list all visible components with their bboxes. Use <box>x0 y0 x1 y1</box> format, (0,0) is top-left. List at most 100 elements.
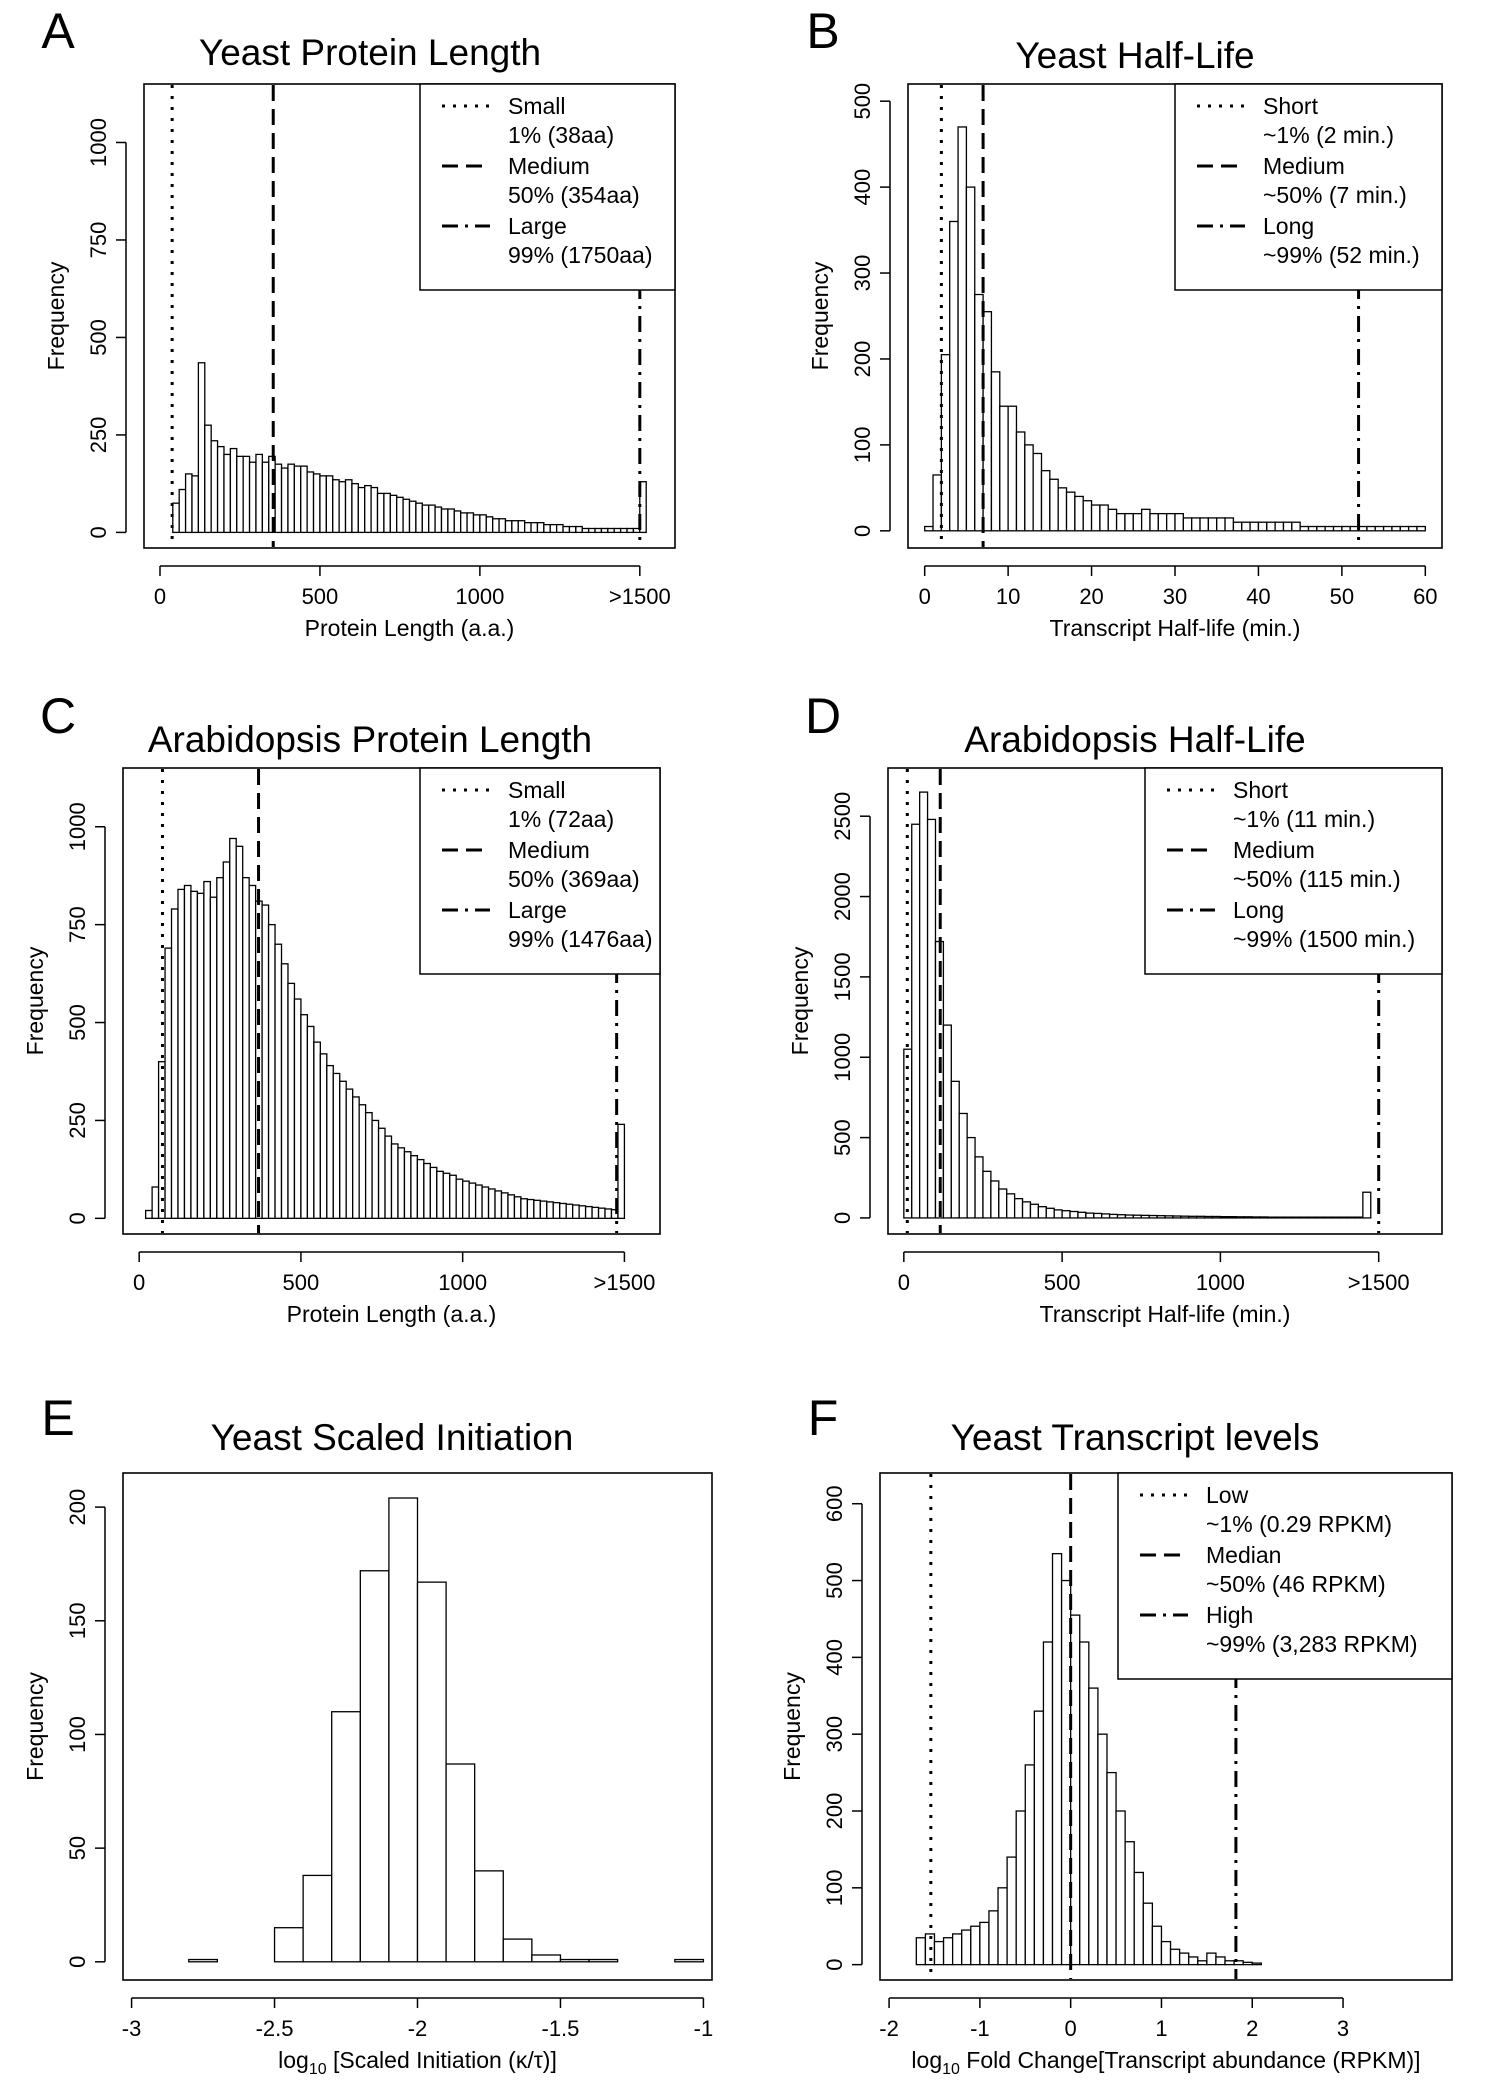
y-axis-label: Frequency <box>43 261 69 370</box>
histogram-bar <box>587 527 596 534</box>
histogram-bar <box>1307 525 1318 532</box>
histogram-bar <box>613 527 622 534</box>
histogram-bar <box>597 1207 606 1219</box>
histogram-bar <box>345 1088 354 1219</box>
panel-f: F Yeast Transcript levels -2 -1 0 1 2 3 0 100 200 3… <box>779 1390 1453 2078</box>
histogram-bar <box>581 527 590 534</box>
legend-name: High <box>1206 1602 1253 1628</box>
histogram-bar <box>507 1194 516 1219</box>
histogram-bar <box>1021 1201 1032 1219</box>
x-tick-label: 0 <box>919 584 931 609</box>
y-axis-label: Frequency <box>807 261 833 370</box>
y-axis-label: Frequency <box>22 1672 48 1781</box>
histogram-bar <box>1188 1956 1199 1966</box>
y-axis-label: Frequency <box>779 1672 805 1781</box>
histogram-bar <box>1006 1193 1016 1219</box>
x-axis-label: Protein Length (a.a.) <box>287 1301 497 1327</box>
histogram-bar <box>462 1180 470 1219</box>
histogram-bar <box>261 904 270 1219</box>
x-tick-label: 500 <box>283 1270 320 1295</box>
histogram-bar <box>915 1937 927 1966</box>
x-tick-label: 0 <box>154 584 166 609</box>
legend-detail: ~1% (0.29 RPKM) <box>1206 1511 1392 1537</box>
histogram-bar <box>1224 1960 1235 1966</box>
histogram-bar <box>524 522 532 534</box>
histogram-bar <box>300 465 308 534</box>
histogram-bar <box>396 496 404 534</box>
histogram-bar <box>183 884 192 1219</box>
histogram-bar <box>500 1192 509 1219</box>
x-tick-label: 50 <box>1330 584 1354 609</box>
histogram-bar <box>588 1958 619 1963</box>
histogram-bar <box>415 502 423 534</box>
legend-box <box>1174 83 1443 291</box>
histogram-bar <box>957 126 968 532</box>
histogram-bar <box>1057 487 1068 532</box>
histogram-bar <box>1124 1214 1134 1219</box>
histogram-bar <box>410 1155 419 1219</box>
histogram-bar <box>319 1053 328 1219</box>
x-tick-label: >1500 <box>609 584 671 609</box>
legend-name: Low <box>1206 1482 1249 1508</box>
legend-name: Median <box>1206 1542 1281 1568</box>
histogram-bar <box>626 527 635 534</box>
histogram-bar <box>591 1206 600 1219</box>
histogram-bar <box>177 888 186 1219</box>
histogram-bar <box>492 518 500 534</box>
histogram-bar <box>223 453 232 534</box>
legend: Short ~1% (2 min.) Medium ~50% (7 min.) Long… <box>1174 83 1443 291</box>
y-tick-label: 100 <box>65 1716 90 1753</box>
y-tick-label: 200 <box>850 341 875 378</box>
legend-detail: ~1% (11 min.) <box>1233 806 1375 832</box>
histogram-bar <box>287 982 296 1219</box>
histogram-bar <box>1115 512 1126 532</box>
histogram-bar <box>191 475 200 534</box>
histogram-bar <box>178 488 187 534</box>
legend-detail: 1% (72aa) <box>508 806 614 832</box>
histogram-bar <box>371 1119 380 1219</box>
histogram-bar <box>1346 1216 1356 1219</box>
histogram-bar <box>1140 508 1151 532</box>
histogram-bar <box>203 880 211 1219</box>
histogram-bar <box>236 455 244 534</box>
x-axis-label-text: [Scaled Initiation (κ/τ)] <box>327 2047 557 2073</box>
histogram-bar <box>924 525 934 532</box>
histogram-bar <box>261 461 270 534</box>
histogram-bar <box>1029 1203 1040 1219</box>
x-tick-label: 3 <box>1337 2016 1349 2041</box>
y-tick-label: 300 <box>850 255 875 292</box>
histogram-bar <box>1324 525 1335 532</box>
histogram-bar <box>1032 452 1043 532</box>
histogram-bar <box>1275 1216 1285 1219</box>
histogram-bar <box>293 998 302 1219</box>
histogram-bar <box>1354 1216 1364 1219</box>
histogram-bar <box>370 486 379 534</box>
chart-title: Yeast Scaled Initiation <box>211 1417 574 1458</box>
x-tick-label: 40 <box>1246 584 1270 609</box>
histogram-bar <box>196 892 205 1219</box>
chart-title: Yeast Half-Life <box>1015 35 1254 76</box>
histogram-bar <box>436 1170 444 1219</box>
panel-letter: C <box>40 688 76 744</box>
legend-detail: ~50% (7 min.) <box>1263 182 1407 208</box>
histogram-bar <box>326 1064 334 1219</box>
legend-name: Small <box>508 93 566 119</box>
histogram-bar <box>1142 1902 1154 1966</box>
y-tick-label: 400 <box>850 169 875 206</box>
x-tick-label: >1500 <box>1348 1270 1410 1295</box>
histogram-bar <box>267 923 276 1219</box>
histogram-bar <box>184 473 193 534</box>
y-tick-label: 100 <box>850 427 875 464</box>
histogram-bar <box>513 1196 522 1219</box>
histogram-bar <box>216 445 225 534</box>
legend-detail: 50% (354aa) <box>508 182 640 208</box>
histogram-bar <box>1007 405 1018 532</box>
histogram-bar <box>546 1201 554 1219</box>
histogram-bar <box>332 1072 341 1219</box>
histogram-bar <box>312 473 321 534</box>
histogram-bar <box>274 463 283 534</box>
histogram-bar <box>472 514 481 534</box>
histogram-bar <box>229 837 237 1219</box>
y-axis-label: Frequency <box>22 946 48 1055</box>
